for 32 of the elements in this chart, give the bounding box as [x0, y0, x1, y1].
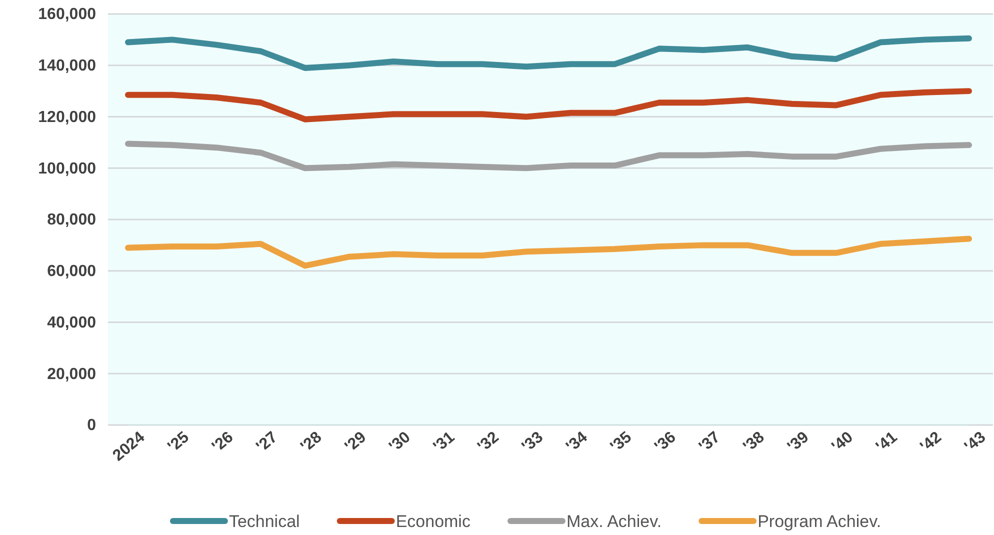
y-tick-label: 20,000	[47, 366, 96, 383]
x-tick-label: '28	[298, 428, 326, 456]
x-tick-label: '25	[164, 428, 192, 456]
x-tick-label: '30	[386, 428, 414, 456]
legend-label: Program Achiev.	[758, 512, 882, 531]
x-tick-label: '32	[474, 428, 502, 456]
x-tick-label: '34	[563, 428, 591, 456]
x-tick-label: '42	[917, 428, 945, 456]
legend-label: Economic	[396, 512, 471, 531]
x-tick-label: '27	[253, 428, 282, 456]
y-tick-label: 40,000	[47, 314, 96, 332]
x-tick-label: '37	[696, 428, 724, 456]
legend-label: Technical	[228, 512, 300, 531]
x-tick-label: '29	[342, 428, 370, 456]
x-tick-label: '43	[962, 428, 990, 456]
y-tick-label: 140,000	[38, 57, 96, 74]
x-tick-label: '39	[784, 428, 812, 456]
x-tick-label: '38	[740, 428, 768, 456]
y-tick-label: 80,000	[47, 212, 96, 229]
x-tick-label: '33	[519, 428, 547, 456]
x-tick-label: '31	[430, 428, 458, 456]
y-tick-label: 0	[87, 417, 96, 434]
x-tick-label: '40	[828, 428, 856, 456]
y-tick-label: 60,000	[47, 262, 96, 280]
y-tick-label: 160,000	[38, 6, 96, 24]
legend-label: Max. Achiev.	[566, 512, 662, 531]
x-tick-label: '35	[608, 428, 636, 456]
x-tick-label: '26	[209, 428, 237, 456]
x-tick-label: '36	[652, 428, 680, 456]
y-tick-label: 120,000	[38, 108, 96, 126]
x-tick-label: '41	[873, 428, 901, 456]
y-tick-label: 100,000	[38, 160, 96, 178]
